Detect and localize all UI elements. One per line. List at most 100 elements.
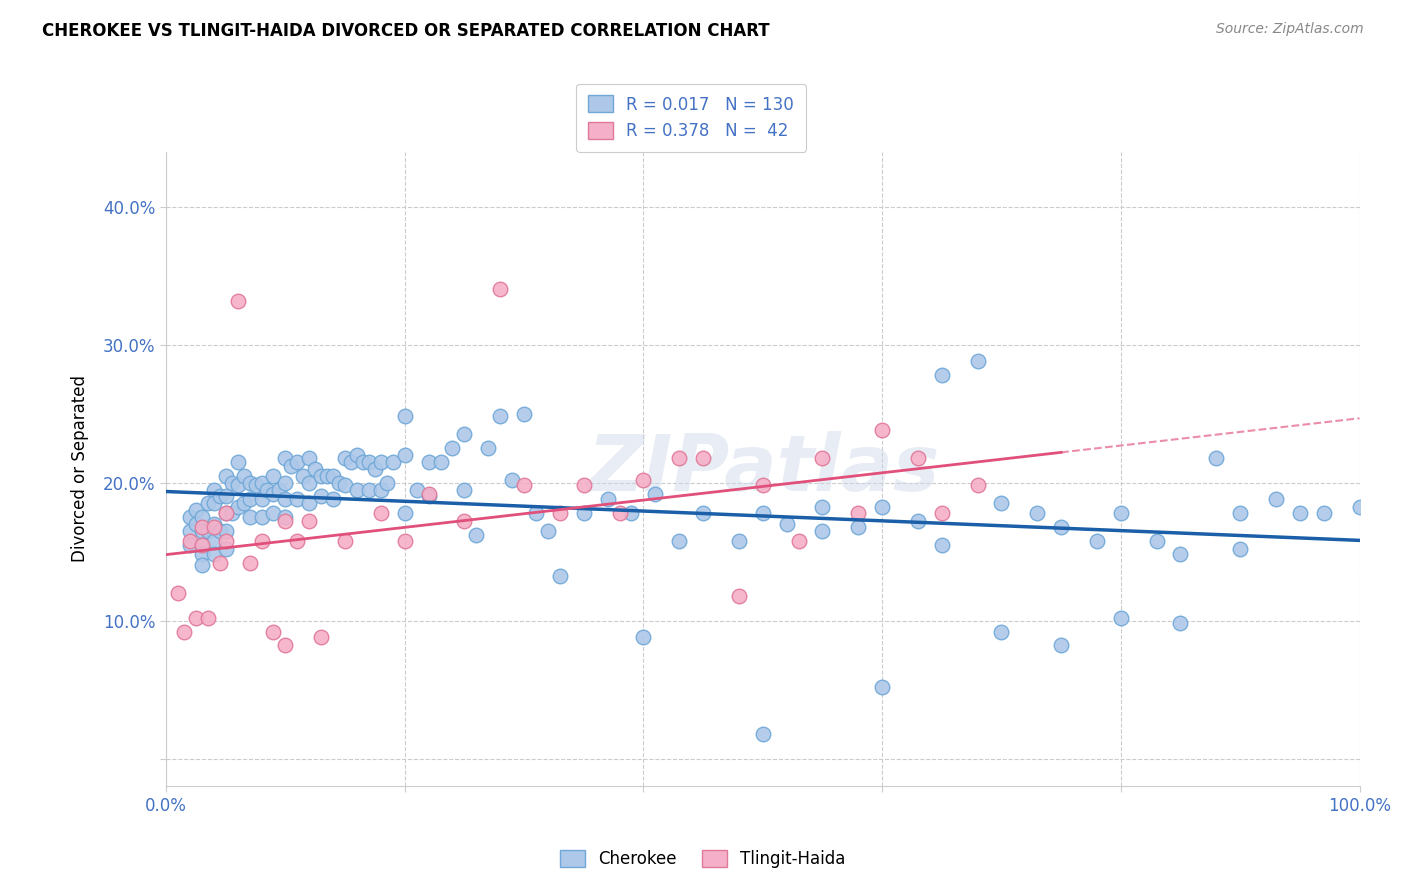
Point — [811, 500, 834, 515]
Point — [292, 468, 315, 483]
Point — [226, 478, 249, 492]
Point — [1050, 520, 1073, 534]
Point — [191, 547, 214, 561]
Point — [285, 492, 308, 507]
Point — [262, 624, 284, 639]
Point — [250, 533, 273, 548]
Point — [179, 524, 201, 538]
Point — [197, 524, 219, 538]
Point — [226, 293, 249, 308]
Point — [668, 533, 690, 548]
Point — [250, 492, 273, 507]
Y-axis label: Divorced or Separated: Divorced or Separated — [72, 376, 89, 562]
Point — [572, 506, 595, 520]
Point — [453, 483, 475, 497]
Point — [418, 490, 440, 504]
Point — [208, 556, 231, 570]
Point — [197, 611, 219, 625]
Point — [202, 496, 225, 510]
Legend: R = 0.017   N = 130, R = 0.378   N =  42: R = 0.017 N = 130, R = 0.378 N = 42 — [576, 84, 806, 152]
Point — [966, 354, 988, 368]
Point — [262, 468, 284, 483]
Point — [274, 639, 297, 653]
Point — [184, 611, 207, 625]
Point — [239, 510, 262, 524]
Point — [167, 586, 190, 600]
Point — [215, 506, 238, 520]
Legend: Cherokee, Tlingit-Haida: Cherokee, Tlingit-Haida — [554, 843, 852, 875]
Point — [298, 450, 321, 465]
Point — [215, 506, 238, 520]
Point — [262, 486, 284, 500]
Point — [811, 524, 834, 538]
Point — [1109, 506, 1132, 520]
Point — [394, 506, 416, 520]
Point — [191, 520, 214, 534]
Point — [364, 462, 387, 476]
Point — [184, 516, 207, 531]
Point — [298, 514, 321, 528]
Point — [1170, 616, 1192, 631]
Point — [1170, 547, 1192, 561]
Point — [274, 514, 297, 528]
Point — [1229, 541, 1251, 556]
Point — [692, 450, 714, 465]
Point — [405, 483, 427, 497]
Point — [370, 455, 392, 469]
Point — [304, 462, 326, 476]
Point — [572, 478, 595, 492]
Point — [280, 459, 302, 474]
Point — [728, 533, 751, 548]
Point — [513, 407, 536, 421]
Point — [226, 500, 249, 515]
Point — [333, 478, 356, 492]
Point — [274, 510, 297, 524]
Point — [245, 478, 267, 492]
Point — [1312, 506, 1334, 520]
Point — [215, 490, 238, 504]
Point — [453, 514, 475, 528]
Point — [620, 506, 643, 520]
Point — [644, 486, 666, 500]
Point — [191, 538, 214, 552]
Point — [322, 492, 344, 507]
Point — [215, 541, 238, 556]
Point — [596, 492, 619, 507]
Point — [250, 475, 273, 490]
Point — [524, 506, 547, 520]
Point — [990, 496, 1012, 510]
Point — [184, 503, 207, 517]
Point — [221, 475, 243, 490]
Point — [418, 486, 440, 500]
Point — [513, 478, 536, 492]
Point — [208, 524, 231, 538]
Point — [333, 450, 356, 465]
Point — [907, 514, 929, 528]
Point — [990, 624, 1012, 639]
Point — [179, 538, 201, 552]
Point — [309, 468, 332, 483]
Point — [346, 448, 368, 462]
Point — [274, 492, 297, 507]
Point — [370, 506, 392, 520]
Point — [931, 538, 953, 552]
Point — [394, 533, 416, 548]
Point — [316, 468, 339, 483]
Point — [202, 516, 225, 531]
Point — [633, 630, 655, 644]
Point — [215, 524, 238, 538]
Point — [309, 490, 332, 504]
Point — [787, 533, 810, 548]
Point — [191, 558, 214, 573]
Point — [215, 533, 238, 548]
Point — [215, 468, 238, 483]
Point — [250, 510, 273, 524]
Point — [1146, 533, 1168, 548]
Point — [357, 455, 380, 469]
Point — [418, 455, 440, 469]
Point — [333, 533, 356, 548]
Point — [298, 475, 321, 490]
Point — [775, 516, 797, 531]
Point — [811, 450, 834, 465]
Point — [309, 630, 332, 644]
